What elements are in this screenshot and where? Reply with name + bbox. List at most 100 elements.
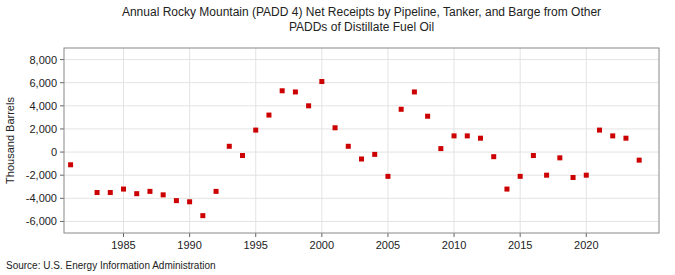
- point: [147, 189, 152, 194]
- point: [280, 88, 285, 93]
- x-grid-line: [255, 48, 256, 233]
- y-grid-line: [64, 152, 659, 153]
- point: [293, 89, 298, 94]
- axes: 19851990199520002005201020152020-6,000-4…: [26, 48, 659, 251]
- y-grid-line: [64, 221, 659, 222]
- x-grid-line: [387, 48, 388, 233]
- point: [637, 158, 642, 163]
- point: [359, 157, 364, 162]
- y-tick-label: 4,000: [29, 100, 57, 112]
- point: [544, 173, 549, 178]
- point: [531, 153, 536, 158]
- plot-area: [64, 48, 659, 233]
- x-grid-line: [189, 48, 190, 233]
- x-tick-label: 2005: [376, 239, 400, 251]
- source-annotation: Source: U.S. Energy Information Administ…: [6, 260, 216, 271]
- point: [385, 174, 390, 179]
- x-grid-line: [321, 48, 322, 233]
- y-tick: [60, 198, 64, 199]
- point: [478, 136, 483, 141]
- point: [240, 153, 245, 158]
- y-tick-label: 2,000: [29, 123, 57, 135]
- y-grid-line: [64, 105, 659, 106]
- y-grid-line: [64, 82, 659, 83]
- point: [504, 187, 509, 192]
- point: [438, 146, 443, 151]
- y-grid-line: [64, 59, 659, 60]
- point: [333, 125, 338, 130]
- point: [68, 162, 73, 167]
- x-grid-line: [454, 48, 455, 233]
- y-tick: [60, 82, 64, 83]
- x-grid-line: [123, 48, 124, 233]
- point: [187, 199, 192, 204]
- x-tick: [123, 233, 124, 237]
- point: [134, 191, 139, 196]
- point: [174, 198, 179, 203]
- x-tick: [189, 233, 190, 237]
- point: [161, 192, 166, 197]
- grid: [64, 48, 659, 233]
- y-tick: [60, 221, 64, 222]
- point: [412, 89, 417, 94]
- y-tick-label: 8,000: [29, 54, 57, 66]
- point: [319, 79, 324, 84]
- y-tick-label: -6,000: [26, 215, 57, 227]
- y-tick: [60, 175, 64, 176]
- y-grid-line: [64, 128, 659, 129]
- point: [452, 133, 457, 138]
- x-tick: [520, 233, 521, 237]
- point: [253, 128, 258, 133]
- point: [610, 133, 615, 138]
- x-tick-label: 1995: [243, 239, 267, 251]
- point: [266, 113, 271, 118]
- point: [306, 103, 311, 108]
- y-grid-line: [64, 175, 659, 176]
- y-tick-label: -2,000: [26, 169, 57, 181]
- points: [68, 79, 642, 218]
- point: [399, 107, 404, 112]
- point: [491, 154, 496, 159]
- point: [425, 114, 430, 119]
- x-tick: [586, 233, 587, 237]
- point: [623, 136, 628, 141]
- point: [584, 173, 589, 178]
- point: [571, 175, 576, 180]
- x-tick-label: 2000: [310, 239, 334, 251]
- point: [465, 133, 470, 138]
- x-grid-line: [586, 48, 587, 233]
- y-axis-label: Thousand Barrels: [4, 97, 16, 184]
- point: [346, 144, 351, 149]
- y-tick-label: 6,000: [29, 77, 57, 89]
- point: [227, 144, 232, 149]
- page: {"chart_data": {"type": "scatter", "titl…: [0, 0, 675, 275]
- point: [200, 213, 205, 218]
- title: Annual Rocky Mountain (PADD 4) Net Recei…: [122, 5, 601, 34]
- x-tick: [255, 233, 256, 237]
- point: [108, 190, 113, 195]
- x-tick: [454, 233, 455, 237]
- point: [597, 128, 602, 133]
- point: [95, 190, 100, 195]
- x-tick-label: 2010: [442, 239, 466, 251]
- point: [557, 155, 562, 160]
- x-tick: [321, 233, 322, 237]
- title-line: PADDs of Distillate Fuel Oil: [289, 20, 434, 34]
- y-tick: [60, 59, 64, 60]
- x-tick-label: 2020: [574, 239, 598, 251]
- y-grid-line: [64, 198, 659, 199]
- x-tick-label: 2015: [508, 239, 532, 251]
- x-tick: [387, 233, 388, 237]
- point: [214, 189, 219, 194]
- y-tick-label: -4,000: [26, 192, 57, 204]
- y-tick: [60, 152, 64, 153]
- y-tick-label: 0: [51, 146, 57, 158]
- y-tick: [60, 105, 64, 106]
- point: [518, 174, 523, 179]
- x-grid-line: [520, 48, 521, 233]
- point: [372, 152, 377, 157]
- chart: 19851990199520002005201020152020-6,000-4…: [0, 0, 675, 275]
- title-line: Annual Rocky Mountain (PADD 4) Net Recei…: [122, 5, 601, 19]
- x-tick-label: 1990: [177, 239, 201, 251]
- plot-frame: [64, 48, 659, 233]
